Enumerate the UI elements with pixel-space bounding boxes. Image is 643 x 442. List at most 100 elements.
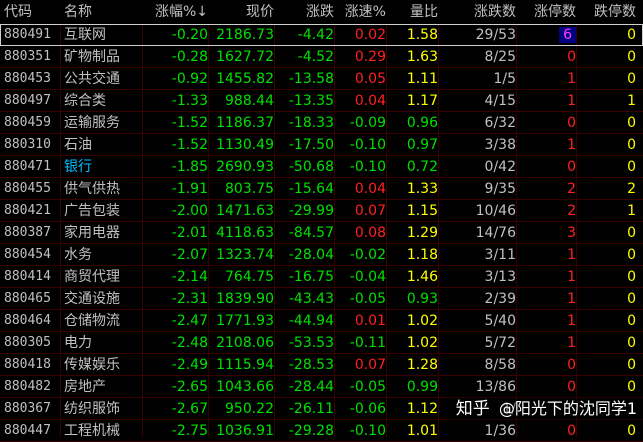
col-ratio-header[interactable]: 量比 bbox=[410, 4, 438, 20]
table-row[interactable]: 880414 商贸代理 -2.14 764.75 -16.75 -0.04 1.46 3/13… bbox=[0, 266, 643, 288]
updown-cell: 3/13 bbox=[484, 269, 516, 285]
table-row[interactable]: 880459 运输服务 -1.52 1186.37 -18.33 -0.09 0.96 6/3… bbox=[0, 112, 643, 134]
pct-cell: -0.20 bbox=[171, 27, 208, 43]
row-divider bbox=[0, 89, 643, 90]
limitup-cell: 3 bbox=[567, 225, 576, 241]
zhihu-logo: 知乎 bbox=[455, 399, 490, 419]
table-row[interactable]: 880418 传媒娱乐 -2.49 1115.94 -28.53 0.07 1.28 8/58… bbox=[0, 354, 643, 376]
speed-cell: -0.11 bbox=[349, 335, 386, 351]
row-divider bbox=[0, 133, 643, 134]
chg-cell: -28.53 bbox=[288, 357, 334, 373]
ratio-cell: 1.11 bbox=[406, 71, 438, 87]
limitup-cell: 0 bbox=[567, 423, 576, 439]
col-zt-header[interactable]: 涨停数 bbox=[534, 4, 576, 20]
table-row[interactable]: 880453 公共交通 -0.92 1455.82 -13.58 0.05 1.11 1/5 1… bbox=[0, 68, 643, 90]
pct-cell: -2.47 bbox=[171, 313, 208, 329]
pct-cell: -2.01 bbox=[171, 225, 208, 241]
ratio-cell: 1.63 bbox=[406, 49, 438, 65]
row-divider bbox=[0, 353, 643, 354]
chg-cell: -13.35 bbox=[288, 93, 334, 109]
price-cell: 1323.74 bbox=[216, 247, 274, 263]
limitup-cell: 1 bbox=[567, 313, 576, 329]
column-divider bbox=[142, 24, 143, 437]
chg-cell: -53.53 bbox=[288, 335, 334, 351]
pct-cell: -2.14 bbox=[171, 269, 208, 285]
table-row[interactable]: 880455 供气供热 -1.91 803.75 -15.64 0.04 1.33 9/35 2… bbox=[0, 178, 643, 200]
speed-cell: -0.10 bbox=[349, 137, 386, 153]
limitup-cell: 2 bbox=[567, 181, 576, 197]
code-cell: 880497 bbox=[4, 93, 51, 108]
col-code-header[interactable]: 代码 bbox=[4, 4, 32, 20]
table-row[interactable]: 880387 家用电器 -2.01 4118.63 -84.57 0.08 1.29 14/7… bbox=[0, 222, 643, 244]
limitup-badge: 6 bbox=[559, 27, 576, 43]
table-row[interactable]: 880464 仓储物流 -2.47 1771.93 -44.94 0.01 1.02 5/40… bbox=[0, 310, 643, 332]
col-chg-header[interactable]: 涨跌 bbox=[306, 4, 334, 20]
price-cell: 764.75 bbox=[225, 269, 274, 285]
updown-cell: 4/15 bbox=[484, 93, 516, 109]
updown-cell: 5/40 bbox=[484, 313, 516, 329]
name-cell: 公共交通 bbox=[64, 71, 120, 87]
name-cell: 家用电器 bbox=[64, 225, 120, 241]
table-row[interactable]: 880471 银行 -1.85 2690.93 -50.68 -0.10 0.72 0/42 0… bbox=[0, 156, 643, 178]
code-cell: 880465 bbox=[4, 291, 51, 306]
row-divider bbox=[0, 155, 643, 156]
updown-cell: 29/53 bbox=[475, 27, 516, 43]
table-row[interactable]: 880310 石油 -1.52 1130.49 -17.50 -0.10 0.97 3/38 1… bbox=[0, 134, 643, 156]
name-cell: 运输服务 bbox=[64, 115, 120, 131]
name-cell: 仓储物流 bbox=[64, 313, 120, 329]
updown-cell: 13/86 bbox=[475, 379, 516, 395]
updown-cell: 6/32 bbox=[484, 115, 516, 131]
ratio-cell: 1.02 bbox=[406, 313, 438, 329]
limitdown-cell: 0 bbox=[627, 27, 636, 43]
code-cell: 880464 bbox=[4, 313, 51, 328]
limitdown-cell: 0 bbox=[627, 269, 636, 285]
table-row[interactable]: 880491 互联网 -0.20 2186.73 -4.42 0.02 1.58 29/53 6… bbox=[0, 24, 643, 46]
column-divider bbox=[334, 24, 335, 437]
limitup-cell: 6 bbox=[518, 24, 576, 46]
pct-cell: -0.92 bbox=[171, 71, 208, 87]
table-row[interactable]: 880305 电力 -2.48 2108.06 -53.53 -0.11 1.02 5/72 1… bbox=[0, 332, 643, 354]
ratio-cell: 1.46 bbox=[406, 269, 438, 285]
table-row[interactable]: 880367 纺织服饰 -2.67 950.22 -26.11 -0.06 1.12 1/ bbox=[0, 398, 643, 420]
col-updown-header[interactable]: 涨跌数 bbox=[474, 4, 516, 20]
pct-cell: -1.85 bbox=[171, 159, 208, 175]
table-row[interactable]: 880421 广告包装 -2.00 1471.63 -29.99 0.07 1.15 10/4… bbox=[0, 200, 643, 222]
limitup-cell: 0 bbox=[567, 379, 576, 395]
limitup-cell: 1 bbox=[567, 93, 576, 109]
speed-cell: 0.07 bbox=[354, 203, 386, 219]
code-cell: 880447 bbox=[4, 423, 51, 438]
table-row[interactable]: 880351 矿物制品 -0.28 1627.72 -4.52 0.29 1.63 8/25 0… bbox=[0, 46, 643, 68]
speed-cell: -0.10 bbox=[349, 423, 386, 439]
table-row[interactable]: 880482 房地产 -2.65 1043.66 -28.44 -0.05 0.99 13/8… bbox=[0, 376, 643, 398]
col-price-header[interactable]: 现价 bbox=[246, 4, 274, 20]
limitdown-cell: 2 bbox=[627, 181, 636, 197]
speed-cell: -0.05 bbox=[349, 291, 386, 307]
row-divider bbox=[0, 221, 643, 222]
column-divider bbox=[576, 24, 577, 437]
code-cell: 880482 bbox=[4, 379, 51, 394]
table-row[interactable]: 880497 综合类 -1.33 988.44 -13.35 0.04 1.17 4/15 1 1 bbox=[0, 90, 643, 112]
name-cell: 商贸代理 bbox=[64, 269, 120, 285]
table-row[interactable]: 880454 水务 -2.07 1323.74 -28.04 -0.02 1.18 3/11 1… bbox=[0, 244, 643, 266]
price-cell: 988.44 bbox=[225, 93, 274, 109]
limitdown-cell: 0 bbox=[627, 137, 636, 153]
updown-cell: 8/58 bbox=[484, 357, 516, 373]
col-name-header[interactable]: 名称 bbox=[64, 4, 92, 20]
col-speed-header[interactable]: 涨速% bbox=[344, 4, 386, 20]
limitdown-cell: 1 bbox=[627, 203, 636, 219]
name-cell: 供气供热 bbox=[64, 181, 120, 197]
limitdown-cell: 0 bbox=[627, 357, 636, 373]
name-cell: 工程机械 bbox=[64, 423, 120, 439]
col-dt-header[interactable]: 跌停数 bbox=[594, 4, 636, 20]
table-row[interactable]: 880465 交通设施 -2.31 1839.90 -43.43 -0.05 0.93 2/3… bbox=[0, 288, 643, 310]
chg-cell: -15.64 bbox=[288, 181, 334, 197]
col-pct-header[interactable]: 涨幅%↓ bbox=[142, 0, 208, 24]
code-cell: 880471 bbox=[4, 159, 51, 174]
name-cell: 银行 bbox=[64, 159, 92, 175]
row-divider bbox=[0, 331, 643, 332]
speed-cell: 0.04 bbox=[354, 93, 386, 109]
table-row[interactable]: 880447 工程机械 -2.75 1036.91 -29.28 -0.10 1.01 1/3… bbox=[0, 420, 643, 442]
ratio-cell: 1.01 bbox=[406, 423, 438, 439]
chg-cell: -18.33 bbox=[288, 115, 334, 131]
